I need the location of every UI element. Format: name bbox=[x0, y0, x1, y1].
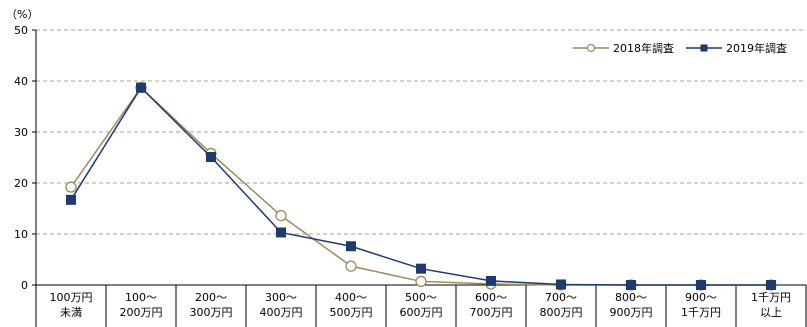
x-tick-label-line: 未満 bbox=[60, 306, 82, 319]
y-axis-unit-label: （%） bbox=[6, 8, 38, 21]
grid bbox=[36, 29, 806, 235]
data-point bbox=[66, 194, 76, 205]
data-point bbox=[346, 241, 356, 252]
data-point bbox=[626, 280, 636, 290]
x-tick-label: 600～ 700万円 bbox=[470, 291, 513, 319]
y-tick-label: 30 bbox=[14, 126, 28, 139]
x-tick-label-line: 1千万円 bbox=[681, 306, 721, 319]
data-point bbox=[65, 181, 77, 193]
series-line bbox=[70, 86, 771, 286]
x-tick-label-line: 600～ bbox=[475, 291, 507, 304]
y-tick-label: 40 bbox=[14, 75, 28, 88]
data-point bbox=[275, 209, 287, 222]
legend-label: 2019年調査 bbox=[726, 41, 787, 55]
data-point bbox=[766, 280, 776, 290]
x-tick-label-line: 400万円 bbox=[260, 306, 303, 319]
x-tick-label: 1千万円以上 bbox=[751, 291, 791, 319]
x-tick-label: 200～ 300万円 bbox=[190, 291, 233, 319]
x-tick-label-line: 300万円 bbox=[190, 306, 233, 319]
data-point bbox=[696, 280, 706, 290]
legend-marker bbox=[586, 43, 596, 53]
data-point bbox=[556, 279, 566, 290]
x-tick-label-line: 100万円 bbox=[50, 291, 93, 304]
x-tick-label-line: 500～ bbox=[405, 291, 437, 304]
data-point bbox=[415, 275, 427, 288]
y-axis: 0 10 20 30 40 50 bbox=[14, 24, 37, 327]
series-line bbox=[70, 86, 771, 286]
x-tick-label: 400～ 500万円 bbox=[330, 291, 373, 319]
x-tick-label: 100～ 200万円 bbox=[120, 291, 163, 319]
y-tick-label: 20 bbox=[14, 177, 28, 190]
y-tick-label: 0 bbox=[21, 279, 28, 292]
data-point bbox=[206, 151, 216, 162]
legend: 2018年調査 2019年調査 bbox=[573, 41, 787, 55]
x-tick-label: 100万円未満 bbox=[50, 291, 93, 319]
data-point bbox=[345, 260, 357, 272]
legend-marker bbox=[700, 44, 708, 52]
x-tick-label-line: 500万円 bbox=[330, 306, 373, 319]
x-tick-label-line: 200万円 bbox=[120, 306, 163, 319]
y-tick-label: 50 bbox=[14, 24, 28, 37]
data-point bbox=[136, 82, 146, 93]
x-tick-label-line: 700～ bbox=[545, 291, 577, 304]
x-tick-label-line: 900～ bbox=[685, 291, 717, 304]
x-tick-label-line: 600万円 bbox=[400, 306, 443, 319]
x-tick-label-line: 900万円 bbox=[610, 306, 653, 319]
x-tick-label: 500～ 600万円 bbox=[400, 291, 443, 319]
x-tick-label-line: 1千万円 bbox=[751, 291, 791, 304]
data-point bbox=[276, 227, 286, 238]
x-tick-label-line: 300～ bbox=[265, 291, 297, 304]
x-tick-label-line: 800～ bbox=[615, 291, 647, 304]
legend-label: 2018年調査 bbox=[613, 41, 674, 55]
x-tick-label-line: 200～ bbox=[195, 291, 227, 304]
x-tick-label-line: 700万円 bbox=[470, 306, 513, 319]
y-tick-label: 10 bbox=[14, 228, 28, 241]
x-tick-label-line: 400～ bbox=[335, 291, 367, 304]
x-tick-label-line: 100～ bbox=[125, 291, 157, 304]
x-tick-label: 900～ 1千万円 bbox=[681, 291, 721, 319]
x-tick-label: 700～ 800万円 bbox=[540, 291, 583, 319]
x-tick-label: 800～ 900万円 bbox=[610, 291, 653, 319]
series-group bbox=[65, 81, 777, 291]
data-point bbox=[416, 263, 426, 274]
data-point bbox=[486, 275, 496, 286]
x-tick-label-line: 以上 bbox=[760, 306, 782, 319]
x-tick-label-line: 800万円 bbox=[540, 306, 583, 319]
x-axis: 100万円未満 100～ 200万円 200～ 300万円 300～ 400万円 400～ 50… bbox=[35, 284, 807, 327]
x-tick-label: 300～ 400万円 bbox=[260, 291, 303, 319]
